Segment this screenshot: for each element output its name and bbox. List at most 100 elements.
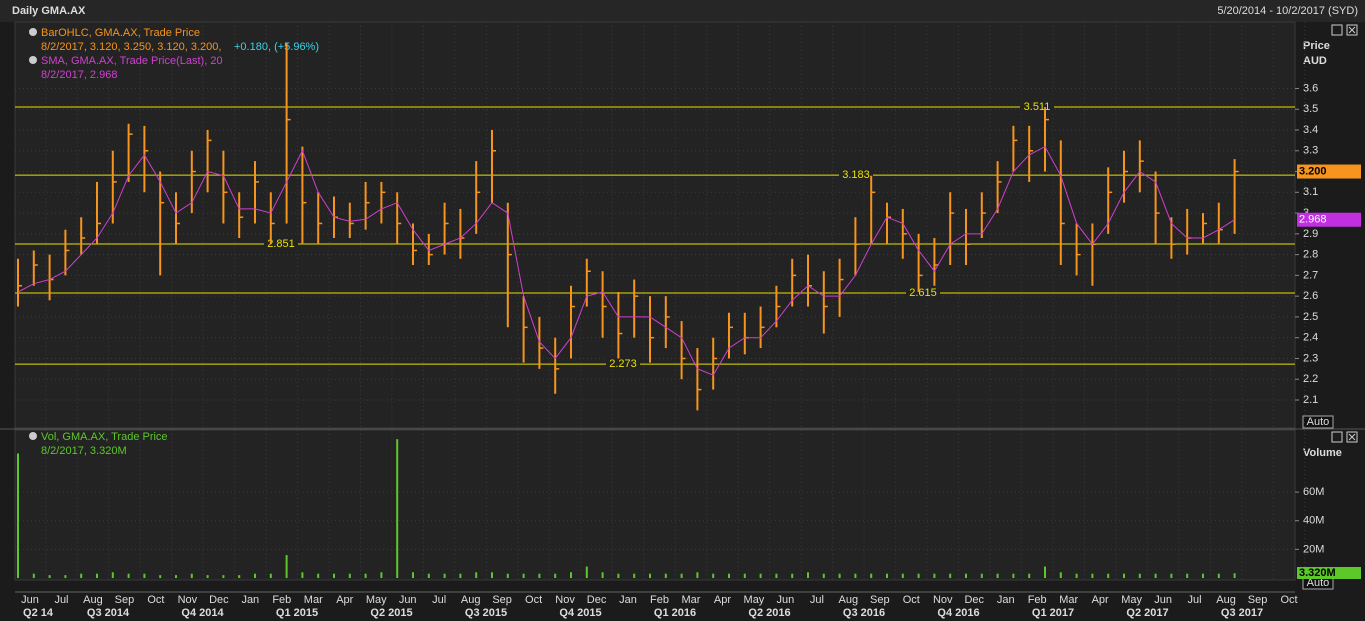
- volume-bar: [1091, 573, 1094, 578]
- x-tick-label: Jun: [21, 594, 39, 606]
- volume-bar: [506, 573, 509, 578]
- volume-bar: [1059, 572, 1062, 578]
- volume-bar: [1170, 573, 1173, 578]
- volume-bar: [965, 573, 967, 578]
- legend-detail: 8/2/2017, 2.968: [41, 69, 117, 81]
- volume-bar: [870, 573, 873, 578]
- volume-bar: [680, 573, 683, 578]
- maximize-button[interactable]: [1331, 24, 1343, 36]
- scale-mode[interactable]: Auto: [1307, 577, 1330, 589]
- volume-bar: [48, 575, 51, 578]
- x-tick-label: Oct: [1280, 594, 1297, 606]
- legend-icon: [29, 432, 37, 440]
- volume-bar: [522, 573, 525, 578]
- x-quarter-label: Q3 2014: [87, 607, 130, 619]
- date-range: 5/20/2014 - 10/2/2017 (SYD): [1217, 5, 1358, 17]
- close-button[interactable]: [1346, 24, 1358, 36]
- volume-bar: [80, 573, 83, 578]
- scale-mode-button[interactable]: [1302, 415, 1334, 429]
- x-quarter-label: Q2 2017: [1126, 607, 1168, 619]
- x-tick-label: Apr: [1092, 594, 1109, 606]
- horizontal-line-label: 2.273: [609, 358, 637, 370]
- volume-bar: [380, 572, 383, 578]
- close-icon: [1348, 26, 1356, 34]
- y-tick-label: 60M: [1303, 486, 1324, 498]
- horizontal-line-label-bg: [839, 169, 873, 182]
- y-tick-label: 3.5: [1303, 103, 1318, 115]
- volume-bar: [1123, 573, 1125, 578]
- volume-bar: [791, 573, 794, 578]
- legend-change: +0.180, (+5.96%): [234, 41, 319, 53]
- x-tick-label: May: [1121, 594, 1142, 606]
- volume-bar: [143, 573, 146, 578]
- scale-mode[interactable]: Auto: [1307, 416, 1330, 428]
- x-tick-label: Feb: [1028, 594, 1047, 606]
- y-tick-label: 2.8: [1303, 249, 1318, 261]
- last-price-badge: [1297, 164, 1361, 179]
- y-tick-label: 2.4: [1303, 332, 1318, 344]
- x-tick-label: Aug: [461, 594, 481, 606]
- x-tick-label: Mar: [681, 594, 700, 606]
- volume-bar: [854, 573, 857, 578]
- sma-line: [17, 145, 1235, 376]
- x-tick-label: Jun: [399, 594, 417, 606]
- horizontal-line-label-bg: [264, 238, 298, 251]
- x-tick-label: Sep: [115, 594, 135, 606]
- volume-bar: [1186, 573, 1189, 578]
- volume-bar: [712, 573, 715, 578]
- x-tick-label: Apr: [714, 594, 731, 606]
- horizontal-line-label: 3.511: [1024, 101, 1051, 113]
- x-quarter-label: Q4 2014: [181, 607, 224, 619]
- x-tick-label: Nov: [933, 594, 953, 606]
- x-tick-label: Dec: [587, 594, 607, 606]
- maximize-button[interactable]: [1331, 431, 1343, 443]
- volume-bar: [743, 573, 746, 578]
- x-tick-label: Sep: [1248, 594, 1268, 606]
- volume-bar: [396, 439, 399, 578]
- x-quarter-label: Q1 2015: [276, 607, 318, 619]
- volume-bar: [617, 573, 620, 578]
- volume-bar: [175, 575, 177, 578]
- price-panel: [14, 21, 1296, 429]
- x-tick-label: Nov: [555, 594, 575, 606]
- horizontal-line-label: 2.615: [909, 287, 937, 299]
- volume-bar: [554, 573, 557, 578]
- x-tick-label: Aug: [83, 594, 103, 606]
- volume-bar: [996, 573, 999, 578]
- volume-bar: [491, 572, 493, 578]
- x-tick-label: Dec: [964, 594, 984, 606]
- legend-icon: [29, 56, 37, 64]
- panel-buttons[interactable]: [1331, 24, 1358, 443]
- volume-bar: [301, 572, 304, 578]
- y-axis-label: Price: [1303, 40, 1330, 52]
- x-tick-label: Jul: [432, 594, 446, 606]
- horizontal-line-label: 2.851: [267, 238, 295, 250]
- y-tick-label: 2.6: [1303, 290, 1318, 302]
- x-quarter-label: Q4 2015: [559, 607, 601, 619]
- volume-bar: [1154, 573, 1157, 578]
- volume-bar: [364, 573, 367, 578]
- volume-bar: [585, 566, 588, 578]
- volume-bar: [1107, 573, 1110, 578]
- close-button[interactable]: [1346, 431, 1358, 443]
- x-tick-label: Jan: [997, 594, 1015, 606]
- volume-bar: [285, 555, 288, 578]
- x-tick-label: Oct: [903, 594, 920, 606]
- window-title: Daily GMA.AX: [12, 5, 86, 17]
- volume-bar: [17, 453, 19, 578]
- horizontal-line-label-bg: [906, 287, 940, 300]
- volume-bar: [838, 573, 841, 578]
- x-quarter-label: Q1 2016: [654, 607, 696, 619]
- x-tick-label: Feb: [272, 594, 291, 606]
- x-tick-label: Jun: [1154, 594, 1172, 606]
- x-quarter-label: Q2 2016: [748, 607, 790, 619]
- last-sma-badge: [1297, 212, 1361, 227]
- y-axis-unit: AUD: [1303, 55, 1327, 67]
- y-tick-label: 3.1: [1303, 186, 1318, 198]
- volume-bar: [1217, 573, 1220, 578]
- volume-bar: [427, 573, 430, 578]
- volume-bar: [759, 573, 762, 578]
- legend-icon: [29, 28, 37, 36]
